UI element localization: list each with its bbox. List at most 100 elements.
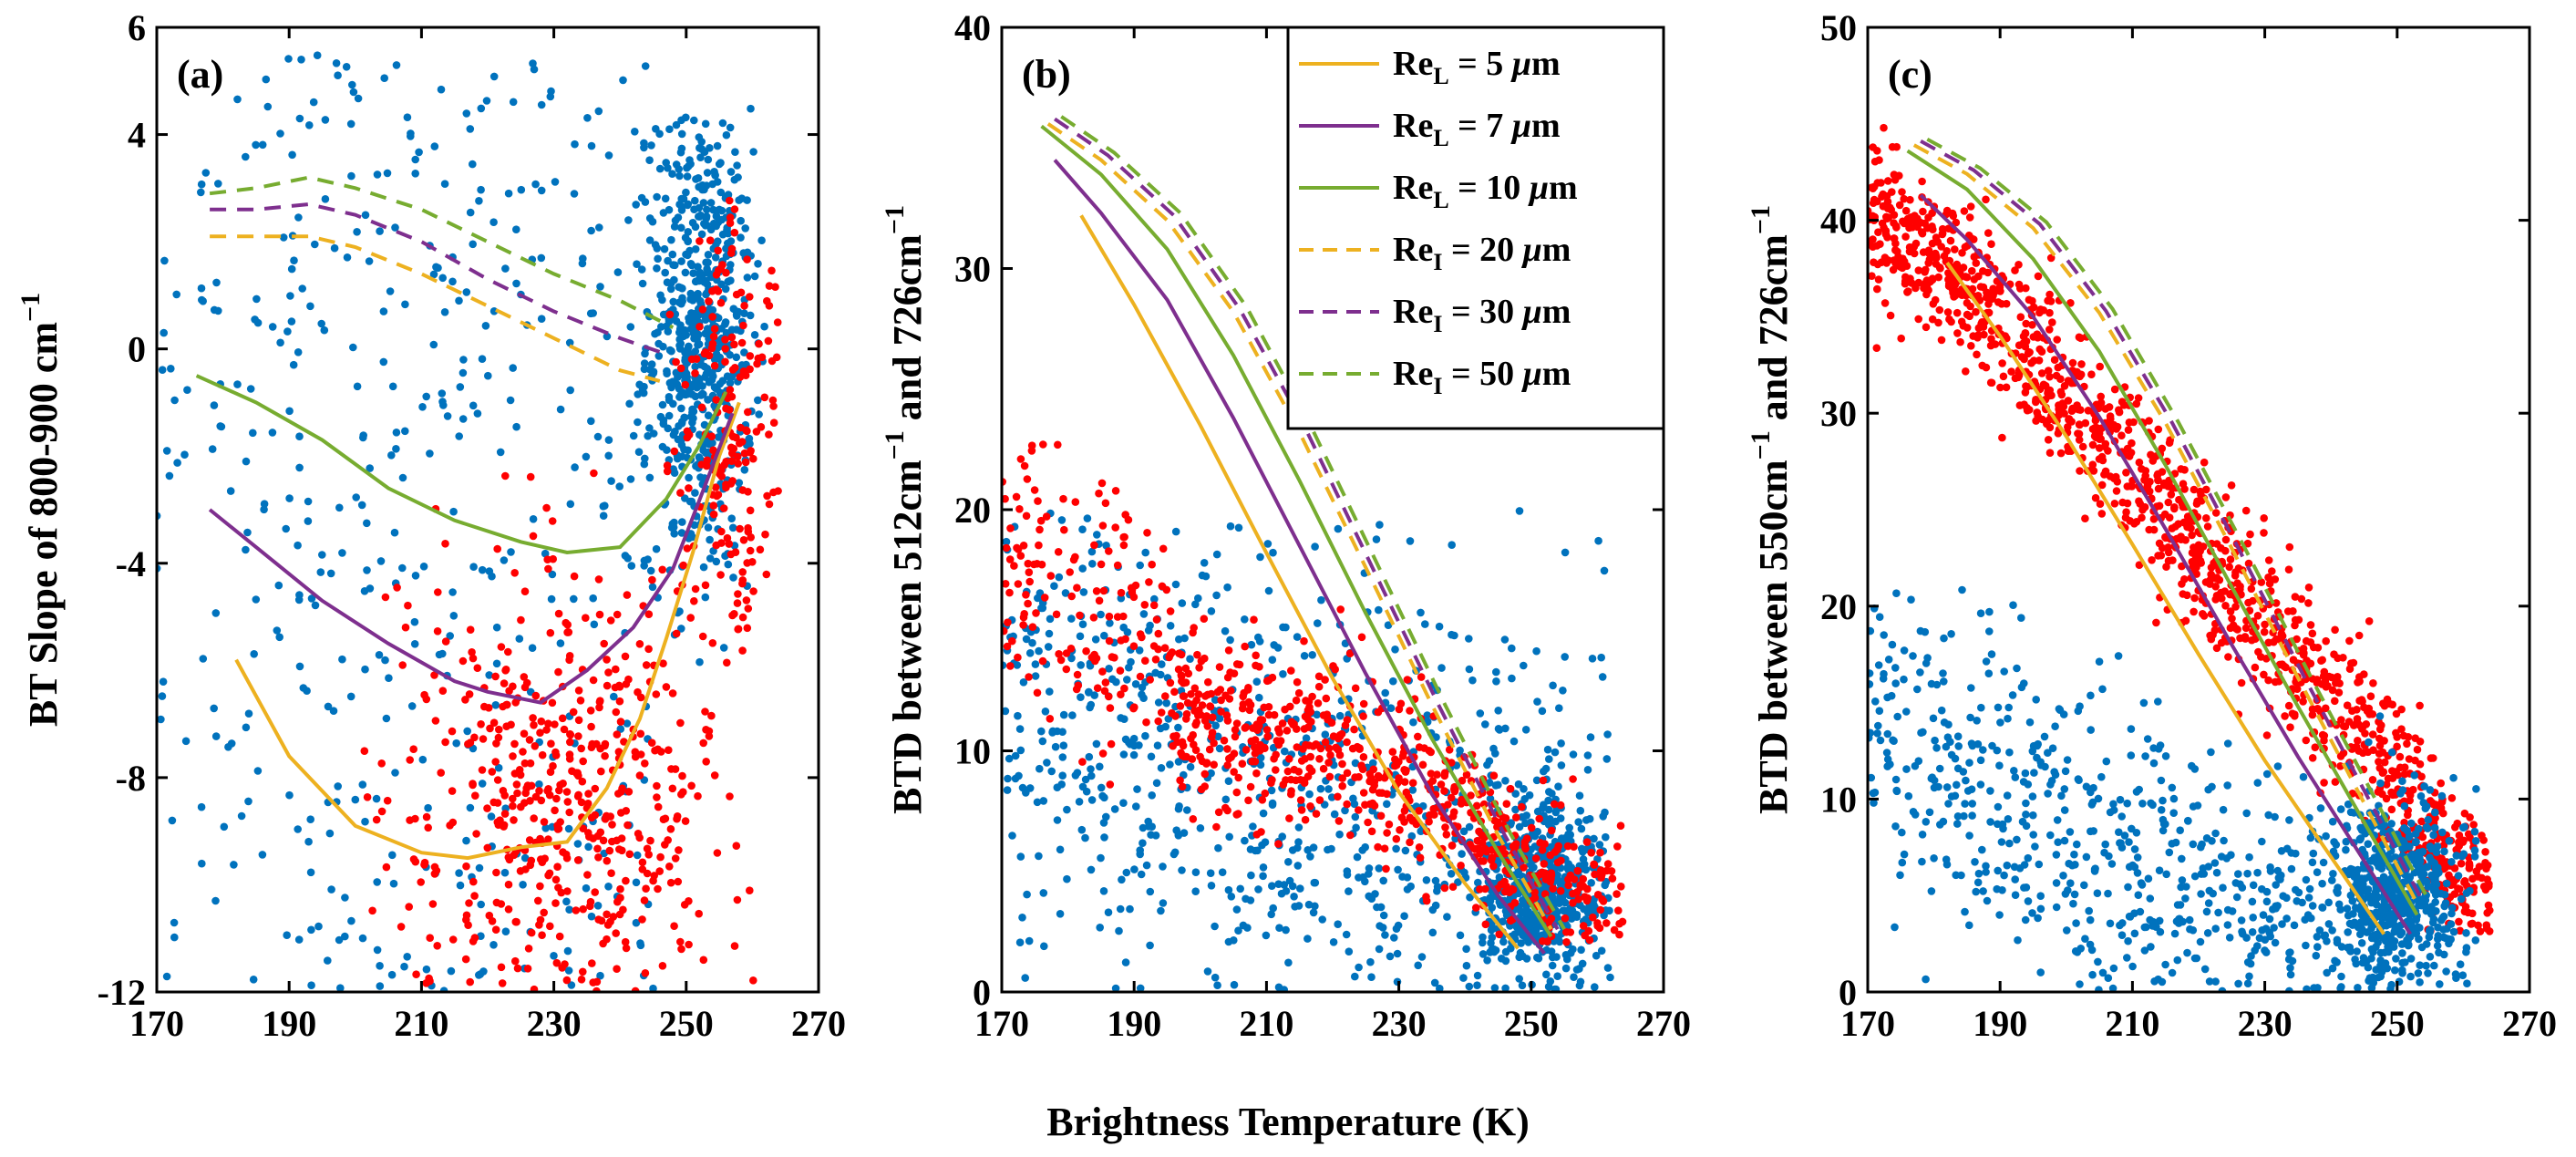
scatter-point-red	[765, 282, 774, 290]
scatter-point-red	[761, 530, 769, 539]
scatter-point-red	[765, 302, 774, 310]
scatter-point-red	[640, 896, 649, 904]
scatter-point-blue	[1142, 861, 1151, 870]
scatter-point-blue	[685, 314, 693, 323]
scatter-point-blue	[613, 268, 623, 276]
scatter-point-red	[493, 799, 502, 807]
scatter-point-red	[648, 575, 656, 584]
scatter-point-blue	[1345, 887, 1353, 895]
scatter-point-blue	[675, 171, 684, 181]
scatter-point-blue	[400, 962, 408, 971]
scatter-point-red	[1527, 823, 1536, 832]
scatter-point-blue	[1234, 523, 1243, 532]
scatter-point-blue	[1557, 834, 1566, 842]
scatter-point-red	[1429, 804, 1437, 813]
scatter-point-red	[716, 571, 725, 579]
scatter-point-blue	[1594, 536, 1602, 545]
scatter-point-blue	[216, 422, 224, 430]
scatter-point-blue	[1154, 698, 1163, 707]
scatter-point-red	[1397, 813, 1406, 821]
scatter-point-red	[2044, 367, 2053, 375]
scatter-point-blue	[1366, 957, 1375, 966]
scatter-point-red	[1232, 719, 1242, 728]
scatter-point-blue	[487, 812, 496, 821]
scatter-point-red	[726, 386, 735, 394]
scatter-point-red	[711, 483, 720, 491]
scatter-point-red	[614, 748, 623, 756]
scatter-point-blue	[1417, 608, 1425, 617]
scatter-point-red	[1240, 688, 1248, 697]
scatter-point-blue	[700, 220, 708, 228]
scatter-point-red	[2439, 809, 2447, 818]
scatter-point-blue	[1465, 822, 1474, 832]
scatter-point-blue	[422, 392, 431, 401]
scatter-point-red	[1351, 684, 1360, 693]
scatter-point-red	[593, 832, 603, 841]
scatter-point-red	[2247, 584, 2256, 594]
scatter-point-red	[469, 877, 478, 886]
scatter-point-red	[2318, 656, 2326, 665]
scatter-point-red	[1101, 499, 1110, 508]
scatter-point-red	[1358, 765, 1367, 773]
scatter-point-red	[1231, 732, 1240, 741]
scatter-point-blue	[1329, 938, 1338, 946]
curve-ReI50	[209, 175, 675, 329]
scatter-point-red	[1928, 315, 1937, 324]
scatter-point-blue	[1135, 741, 1143, 749]
scatter-point-red	[705, 297, 713, 305]
scatter-point-blue	[701, 593, 710, 602]
scatter-point-blue	[686, 294, 695, 304]
scatter-point-blue	[286, 292, 294, 300]
scatter-point-blue	[677, 194, 685, 203]
scatter-point-red	[1602, 866, 1612, 875]
scatter-point-blue	[1122, 868, 1131, 877]
y-tick-label: 40	[954, 7, 991, 48]
scatter-point-red	[551, 806, 559, 815]
scatter-point-red	[2064, 423, 2072, 431]
scatter-point-red	[1490, 816, 1499, 825]
scatter-point-red	[548, 517, 557, 525]
scatter-point-red	[635, 771, 644, 780]
scatter-point-red	[565, 808, 573, 817]
scatter-point-red	[2474, 921, 2482, 930]
scatter-point-blue	[604, 451, 613, 460]
scatter-point-blue	[1524, 922, 1533, 931]
scatter-point-red	[1901, 232, 1910, 241]
scatter-point-blue	[690, 334, 698, 343]
scatter-point-red	[477, 720, 485, 728]
scatter-point-blue	[607, 477, 615, 485]
scatter-point-red	[2460, 907, 2469, 915]
scatter-point-blue	[1606, 973, 1614, 982]
scatter-point-blue	[1552, 953, 1561, 961]
scatter-point-red	[749, 587, 757, 595]
scatter-point-red	[554, 883, 562, 892]
scatter-point-red	[1220, 736, 1229, 745]
scatter-point-blue	[1081, 775, 1090, 784]
scatter-point-red	[2233, 579, 2241, 587]
scatter-point-blue	[1039, 797, 1048, 805]
scatter-point-blue	[440, 180, 449, 188]
scatter-point-red	[1313, 740, 1321, 749]
scatter-point-blue	[675, 283, 683, 292]
scatter-point-red	[1888, 142, 1897, 151]
scatter-point-blue	[353, 382, 362, 391]
scatter-point-red	[621, 937, 630, 946]
scatter-point-red	[2028, 296, 2036, 305]
scatter-point-red	[1449, 808, 1458, 816]
scatter-point-blue	[304, 497, 313, 506]
scatter-point-blue	[705, 440, 714, 449]
scatter-point-blue	[1487, 939, 1495, 947]
scatter-point-red	[1278, 719, 1287, 728]
scatter-point-red	[755, 339, 763, 348]
scatter-point-blue	[654, 352, 664, 360]
scatter-point-blue	[1451, 834, 1459, 843]
scatter-point-blue	[1543, 745, 1552, 754]
scatter-point-red	[1290, 765, 1299, 774]
scatter-point-red	[504, 647, 512, 656]
scatter-point-red	[583, 871, 592, 879]
scatter-point-blue	[1598, 673, 1607, 681]
scatter-point-blue	[1004, 774, 1012, 783]
scatter-point-red	[1093, 684, 1102, 692]
scatter-point-red	[1076, 611, 1084, 620]
scatter-point-blue	[733, 161, 741, 170]
